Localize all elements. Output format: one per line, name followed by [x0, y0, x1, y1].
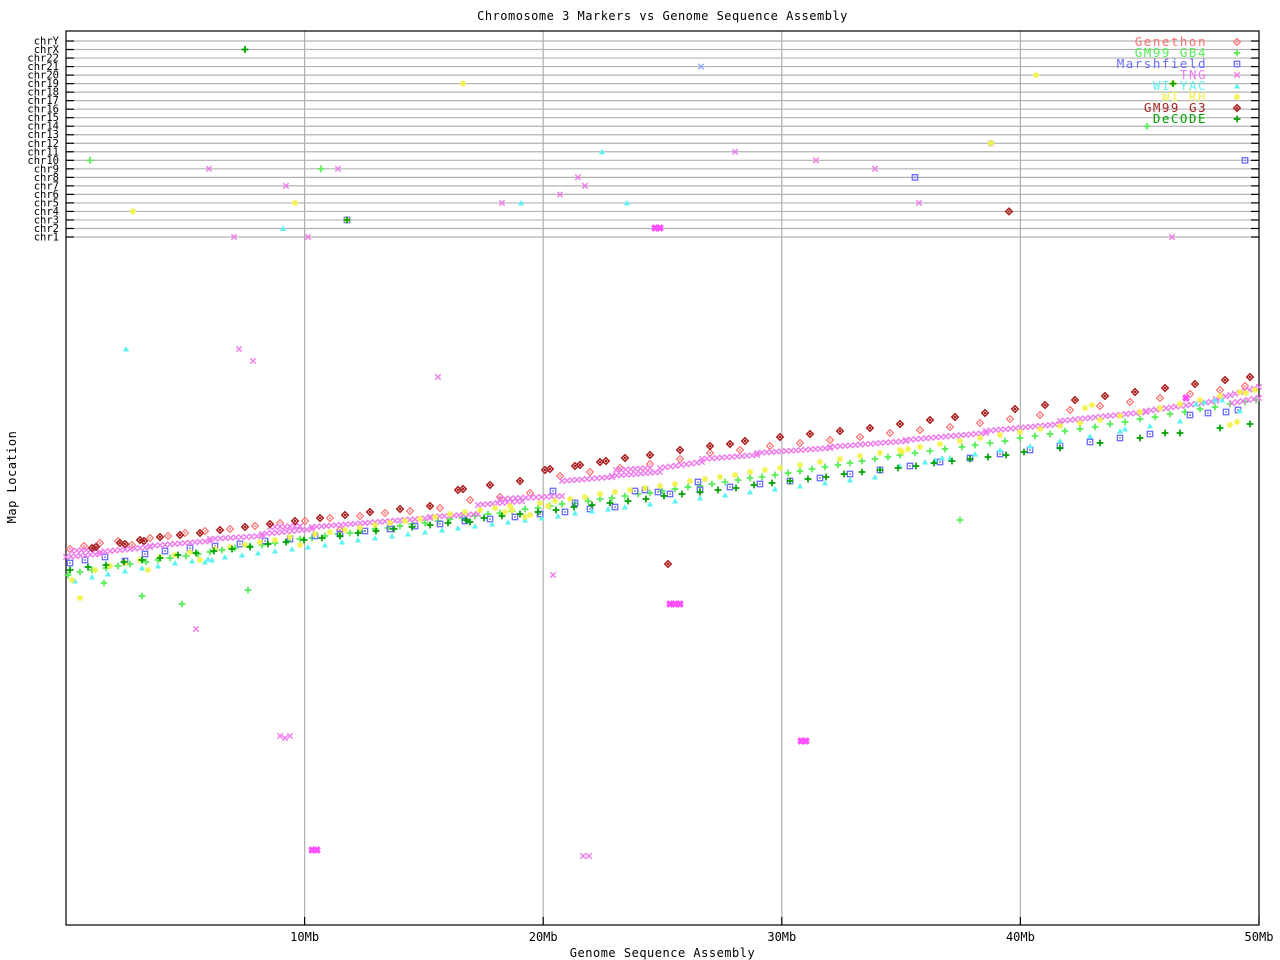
chromosome-row-label: chr12 [27, 138, 59, 150]
series-tng [62, 140, 1263, 860]
chromosome-row-label: chr7 [34, 180, 59, 192]
x-tick-label: 30Mb [767, 930, 796, 944]
chromosome-row-label: chr1 [34, 232, 59, 244]
chromosome-row-label: chr2 [34, 223, 59, 235]
legend-label: TNG [1180, 67, 1207, 82]
series-gm99-g3 [87, 207, 1255, 569]
x-tick-label: 10Mb [290, 930, 319, 944]
legend-label: Marshfield [1117, 56, 1207, 71]
x-tick-label: 40Mb [1006, 930, 1035, 944]
x-axis-label: Genome Sequence Assembly [569, 946, 756, 960]
series-genethon [65, 381, 1250, 554]
chromosome-row-label: chr19 [27, 78, 59, 90]
series-wi-yac [71, 148, 1244, 584]
legend-label: GM99 G3 [1144, 100, 1207, 115]
legend-label: GM99 GB4 [1135, 45, 1207, 60]
series-unlabeled [697, 63, 705, 70]
x-tick-label: 20Mb [529, 930, 558, 944]
x-axis: 10Mb 20Mb 30Mb 40Mb 50Mb [290, 31, 1273, 944]
legend-label: WI RH [1162, 89, 1207, 104]
legend-label: WI YAC [1153, 78, 1207, 93]
chromosome-row-label: chr8 [34, 172, 59, 184]
series-decode [66, 46, 1254, 574]
chromosome-row-label: chr16 [27, 104, 59, 116]
x-tick-label: 50Mb [1245, 930, 1274, 944]
chromosome-row-label: chr14 [27, 121, 59, 133]
chromosome-row-label: chrY [34, 36, 60, 48]
chart-title: Chromosome 3 Markers vs Genome Sequence … [477, 9, 848, 23]
series-gm99-gb4 [64, 46, 1260, 608]
chromosome-row-label: chr9 [34, 163, 59, 175]
chromosome-rows: chrYchrXchr22chr21chr20chr19chr18chr17ch… [27, 36, 1259, 244]
chromosome-row-label: chr22 [27, 53, 59, 65]
plot-border [65, 30, 1260, 926]
chromosome-row-label: chr18 [27, 87, 59, 99]
chromosome-row-label: chr11 [27, 146, 59, 158]
chromosome-row-label: chr21 [27, 61, 59, 73]
chromosome-row-label: chr15 [27, 112, 59, 124]
chromosome-row-label: chr17 [27, 95, 59, 107]
legend-label: Genethon [1135, 34, 1207, 49]
chromosome-row-label: chr5 [34, 197, 59, 209]
chromosome-row-label: chr3 [34, 214, 59, 226]
chromosome-row-label: chr6 [34, 189, 59, 201]
chromosome-row-label: chr13 [27, 129, 59, 141]
series-marshfield [66, 156, 1249, 567]
chromosome-row-label: chr4 [34, 206, 59, 218]
chromosome-row-label: chr20 [27, 70, 59, 82]
chromosome-row-label: chr10 [27, 155, 59, 167]
legend-label: DeCODE [1153, 111, 1207, 126]
chromosome-row-label: chrX [34, 44, 60, 56]
